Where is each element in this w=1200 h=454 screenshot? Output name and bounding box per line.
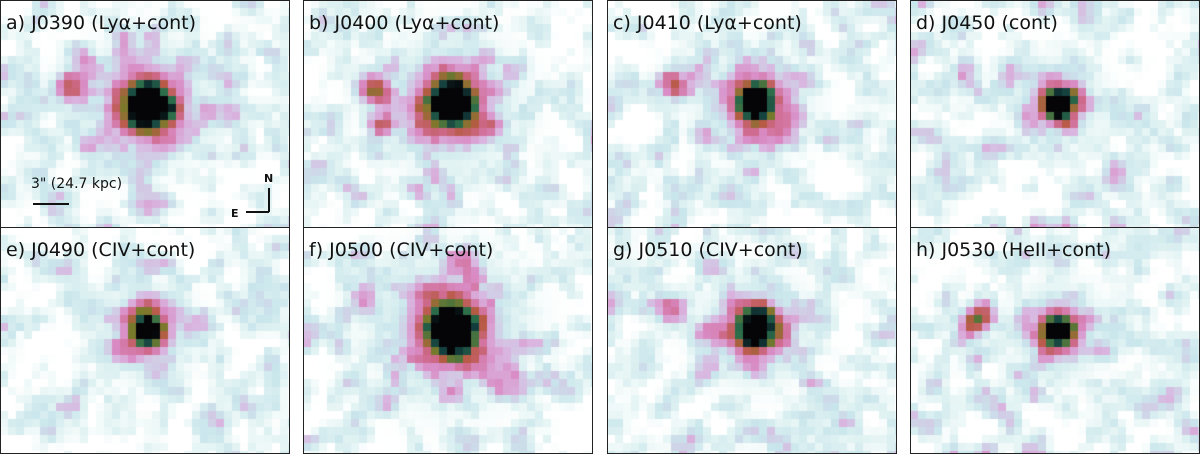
- scalebar-label: 3" (24.7 kpc): [31, 176, 123, 192]
- image-canvas: [607, 227, 897, 454]
- image-canvas: [0, 227, 290, 454]
- compass-east-label: E: [231, 207, 239, 220]
- panel-a: a) J0390 (Lyα+cont) 3" (24.7 kpc) N E: [0, 0, 290, 228]
- panel-label: b) J0400 (Lyα+cont): [309, 12, 500, 34]
- image-canvas: [303, 0, 593, 228]
- panel-c: c) J0410 (Lyα+cont): [607, 0, 897, 228]
- compass-east-arrow: [246, 211, 269, 213]
- panel-h: h) J0530 (HeII+cont): [910, 227, 1200, 454]
- panel-label: f) J0500 (CIV+cont): [309, 239, 494, 261]
- scalebar-line: [33, 203, 69, 205]
- panel-label: c) J0410 (Lyα+cont): [613, 12, 802, 34]
- panel-f: f) J0500 (CIV+cont): [303, 227, 593, 454]
- panel-label: h) J0530 (HeII+cont): [916, 239, 1111, 261]
- image-canvas: [303, 227, 593, 454]
- image-canvas: [910, 227, 1200, 454]
- image-canvas: [910, 0, 1200, 228]
- panel-e: e) J0490 (CIV+cont): [0, 227, 290, 454]
- panel-label: d) J0450 (cont): [916, 12, 1058, 34]
- compass-north-label: N: [264, 172, 274, 185]
- compass: N E: [230, 170, 280, 220]
- panel-b: b) J0400 (Lyα+cont): [303, 0, 593, 228]
- compass-north-arrow: [268, 188, 270, 212]
- panel-d: d) J0450 (cont): [910, 0, 1200, 228]
- panel-label: g) J0510 (CIV+cont): [613, 239, 803, 261]
- panel-label: a) J0390 (Lyα+cont): [6, 12, 197, 34]
- panel-label: e) J0490 (CIV+cont): [6, 239, 196, 261]
- image-canvas: [0, 0, 290, 228]
- panel-g: g) J0510 (CIV+cont): [607, 227, 897, 454]
- image-canvas: [607, 0, 897, 228]
